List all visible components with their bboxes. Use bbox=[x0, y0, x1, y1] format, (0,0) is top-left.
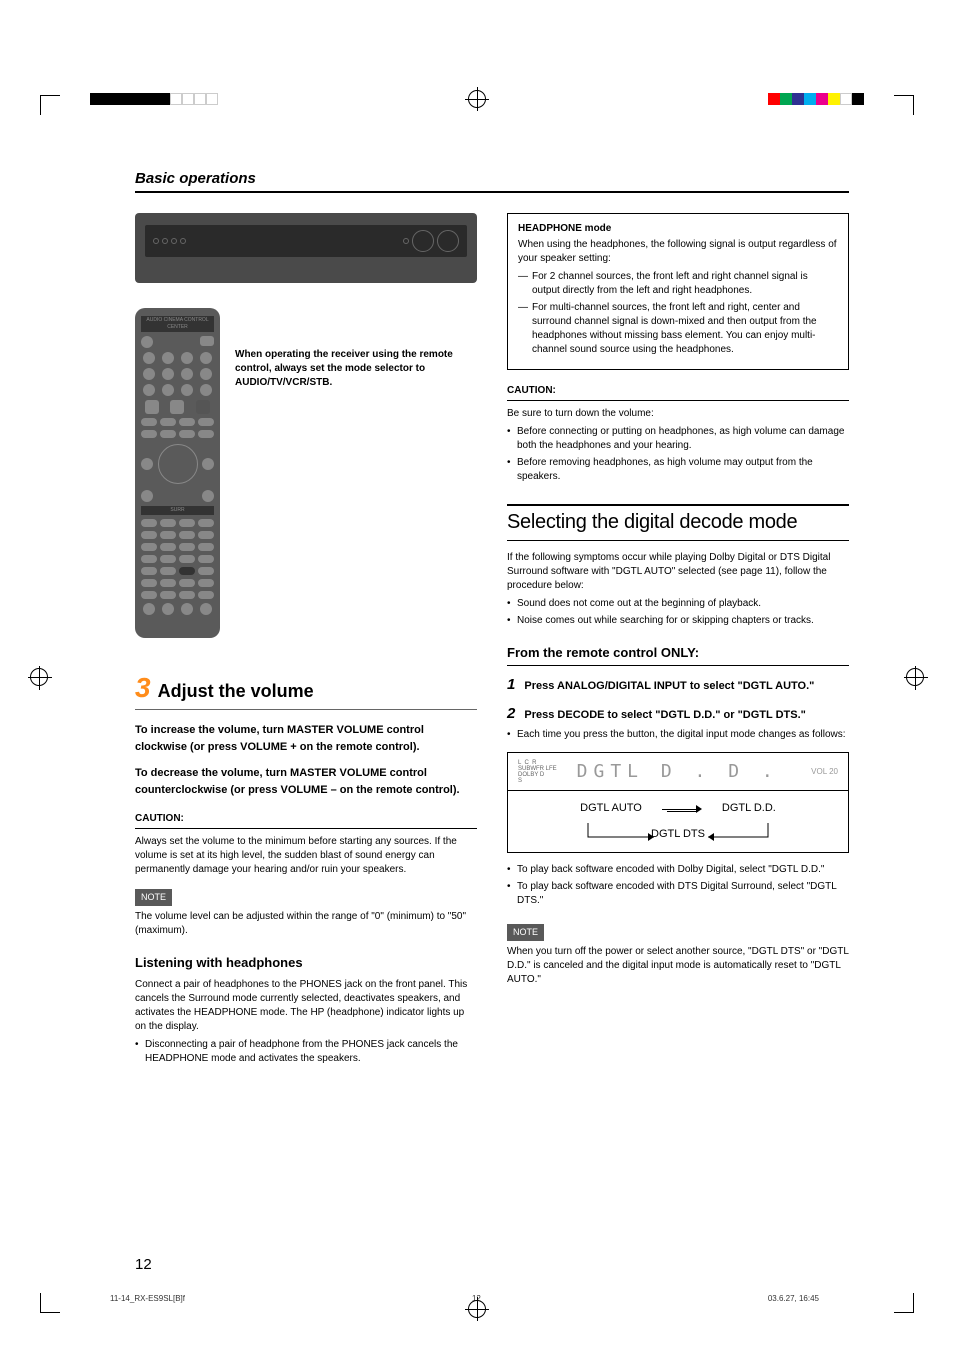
note-text: The volume level can be adjusted within … bbox=[135, 910, 477, 938]
list-item: To play back software encoded with Dolby… bbox=[507, 863, 849, 877]
step-number: 2 bbox=[507, 705, 515, 722]
caution-intro: Be sure to turn down the volume: bbox=[507, 407, 849, 421]
procedure-step-1: 1 Press ANALOG/DIGITAL INPUT to select "… bbox=[507, 674, 849, 695]
print-marks-bottom bbox=[0, 1300, 954, 1318]
registration-grayscale bbox=[90, 93, 218, 105]
volume-increase-text: To increase the volume, turn MASTER VOLU… bbox=[135, 722, 477, 755]
page-number: 12 bbox=[135, 1256, 152, 1273]
flow-node: DGTL AUTO bbox=[580, 801, 642, 816]
from-remote-heading: From the remote control ONLY: bbox=[507, 644, 849, 666]
lcd-indicators: L C R SUBWFR LFE DOLBY D S bbox=[518, 760, 557, 784]
left-column: AUDIO CINEMA CONTROL CENTER SURR bbox=[135, 213, 477, 1070]
receiver-illustration bbox=[135, 213, 477, 283]
list-item: To play back software encoded with DTS D… bbox=[507, 880, 849, 908]
crop-mark bbox=[894, 85, 924, 115]
flow-node: DGTL D.D. bbox=[722, 801, 776, 816]
list-item: For 2 channel sources, the front left an… bbox=[518, 270, 838, 298]
post-list: To play back software encoded with Dolby… bbox=[507, 863, 849, 908]
note-badge: NOTE bbox=[135, 889, 172, 906]
headphone-mode-box: HEADPHONE mode When using the headphones… bbox=[507, 213, 849, 370]
list-item: Before connecting or putting on headphon… bbox=[507, 425, 849, 453]
registration-mark-left bbox=[30, 668, 48, 686]
step-sub: Each time you press the button, the digi… bbox=[507, 728, 849, 742]
right-column: HEADPHONE mode When using the headphones… bbox=[507, 213, 849, 1070]
note-text: When you turn off the power or select an… bbox=[507, 945, 849, 987]
list-item: Disconnecting a pair of headphone from t… bbox=[135, 1038, 477, 1066]
step-title: Adjust the volume bbox=[158, 681, 314, 701]
box-list: For 2 channel sources, the front left an… bbox=[518, 270, 838, 357]
list-item: Sound does not come out at the beginning… bbox=[507, 597, 849, 611]
step-text: Press ANALOG/DIGITAL INPUT to select "DG… bbox=[524, 680, 814, 692]
lcd-text: DGTL D . D . bbox=[577, 759, 791, 784]
remote-illustration: AUDIO CINEMA CONTROL CENTER SURR bbox=[135, 308, 220, 638]
headphones-text: Connect a pair of headphones to the PHON… bbox=[135, 978, 477, 1034]
registration-mark bbox=[468, 1300, 486, 1318]
step-3-heading: 3 Adjust the volume bbox=[135, 668, 477, 710]
step-number: 3 bbox=[135, 672, 151, 703]
mode-flow: DGTL AUTO DGTL D.D. DGTL DTS bbox=[508, 790, 848, 852]
symptoms-list: Sound does not come out at the beginning… bbox=[507, 597, 849, 628]
headphones-bullet: Disconnecting a pair of headphone from t… bbox=[135, 1038, 477, 1066]
note-badge: NOTE bbox=[507, 924, 544, 941]
print-marks-top bbox=[0, 90, 954, 108]
registration-mark-right bbox=[906, 668, 924, 686]
step-number: 1 bbox=[507, 676, 515, 693]
caution-list: Before connecting or putting on headphon… bbox=[507, 425, 849, 484]
list-item: For multi-channel sources, the front lef… bbox=[518, 301, 838, 357]
procedure-step-2: 2 Press DECODE to select "DGTL D.D." or … bbox=[507, 703, 849, 742]
list-item: Noise comes out while searching for or s… bbox=[507, 614, 849, 628]
crop-mark bbox=[30, 85, 60, 115]
lcd-volume: VOL 20 bbox=[811, 766, 838, 777]
registration-colorbar bbox=[768, 93, 864, 105]
decode-intro: If the following symptoms occur while pl… bbox=[507, 551, 849, 593]
decode-heading: Selecting the digital decode mode bbox=[507, 508, 849, 541]
crop-mark bbox=[894, 1293, 924, 1323]
box-title: HEADPHONE mode bbox=[518, 222, 838, 236]
page-content: Basic operations AUDIO CINEMA CONTROL CE… bbox=[0, 0, 954, 1150]
caution-label: CAUTION: bbox=[507, 384, 849, 401]
volume-decrease-text: To decrease the volume, turn MASTER VOLU… bbox=[135, 765, 477, 798]
step-text: Press DECODE to select "DGTL D.D." or "D… bbox=[524, 709, 805, 721]
section-title: Basic operations bbox=[135, 170, 849, 193]
list-item: Each time you press the button, the digi… bbox=[507, 728, 849, 742]
flow-node: DGTL DTS bbox=[651, 828, 705, 840]
list-item: Before removing headphones, as high volu… bbox=[507, 456, 849, 484]
arrow-right-icon bbox=[662, 804, 702, 814]
caution-label: CAUTION: bbox=[135, 812, 477, 829]
box-intro: When using the headphones, the following… bbox=[518, 238, 838, 266]
crop-mark bbox=[30, 1293, 60, 1323]
remote-label: AUDIO CINEMA CONTROL CENTER bbox=[141, 316, 214, 332]
headphones-heading: Listening with headphones bbox=[135, 954, 477, 972]
remote-note: When operating the receiver using the re… bbox=[235, 308, 477, 390]
caution-text: Always set the volume to the minimum bef… bbox=[135, 835, 477, 877]
registration-mark bbox=[468, 90, 486, 108]
lcd-display-diagram: L C R SUBWFR LFE DOLBY D S DGTL D . D . … bbox=[507, 752, 849, 853]
